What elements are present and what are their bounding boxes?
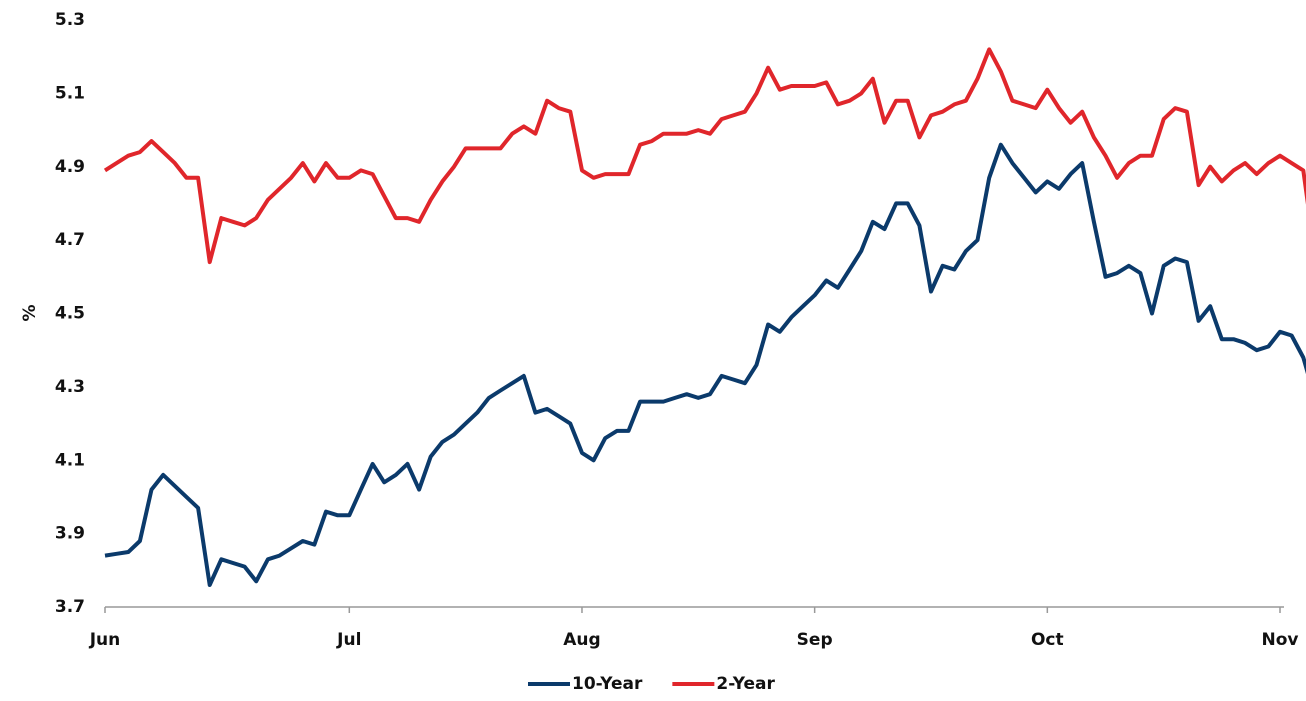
x-tick-label: Jun — [89, 630, 121, 650]
y-tick-label: 4.7 — [55, 230, 85, 250]
y-tick-label: 5.1 — [55, 83, 85, 103]
x-tick-label: Sep — [797, 630, 833, 650]
y-tick-label: 4.9 — [55, 157, 85, 177]
y-tick-label: 5.3 — [55, 10, 85, 30]
x-tick-label: Oct — [1031, 630, 1064, 650]
y-tick-label: 4.3 — [55, 377, 85, 397]
line-series — [104, 142, 1306, 587]
y-tick-label: 3.9 — [55, 524, 85, 544]
line-series — [103, 47, 1306, 265]
legend-label: 10-Year — [572, 674, 643, 694]
y-tick-label: 4.5 — [55, 304, 85, 324]
x-tick-label: Aug — [563, 630, 600, 650]
y-tick-label: 4.1 — [55, 450, 85, 470]
x-tick-label: Jul — [336, 630, 361, 650]
y-tick-label: 3.7 — [55, 597, 85, 617]
x-tick-label: Nov — [1262, 630, 1299, 650]
legend-label: 2-Year — [716, 674, 775, 694]
y-axis-label: % — [20, 304, 40, 321]
